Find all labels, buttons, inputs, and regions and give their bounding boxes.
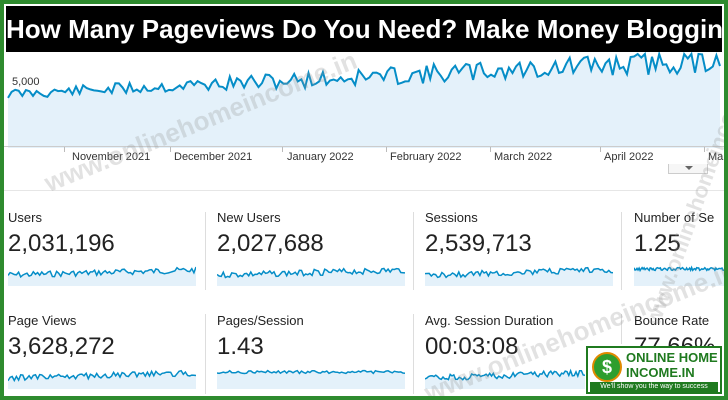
- sparkline-area: [8, 370, 196, 389]
- site-logo: $ ONLINE HOME INCOME.IN We'll show you t…: [586, 346, 722, 394]
- x-axis-label-mar: March 2022: [494, 151, 553, 163]
- sparkline-area: [425, 267, 613, 286]
- sparkline-line: [217, 369, 405, 375]
- metric-value: 1.25: [634, 230, 681, 257]
- column-separator: [205, 212, 206, 290]
- sparkline: [217, 267, 405, 286]
- column-separator: [621, 314, 622, 344]
- metric-value: 1.43: [217, 333, 264, 360]
- chevron-down-icon: [685, 166, 693, 170]
- sparkline-line: [425, 368, 585, 381]
- chart-area-fill: [8, 54, 720, 148]
- sparkline: [217, 369, 405, 389]
- sparkline-line: [8, 369, 196, 383]
- metric-label: Users: [8, 210, 42, 225]
- metric-avg-session-duration[interactable]: Avg. Session Duration 00:03:08: [421, 313, 621, 400]
- metric-label: Sessions: [425, 210, 478, 225]
- sparkline: [425, 368, 585, 389]
- section-divider: [4, 190, 724, 191]
- metric-label: Page Views: [8, 313, 77, 328]
- dollar-coin-icon: $: [592, 352, 622, 382]
- x-axis-label-feb: February 2022: [390, 151, 462, 163]
- metric-value: 3,628,272: [8, 333, 115, 360]
- x-axis: November 2021 December 2021 January 2022…: [4, 146, 724, 168]
- sparkline: [425, 266, 613, 286]
- logo-line-2: INCOME.IN: [626, 365, 695, 380]
- column-separator: [205, 314, 206, 394]
- x-axis-label-may: Ma: [708, 151, 724, 163]
- metric-value: 2,031,196: [8, 230, 115, 257]
- sparkline: [8, 369, 196, 389]
- metric-label: Avg. Session Duration: [425, 313, 554, 328]
- metric-value: 2,539,713: [425, 230, 532, 257]
- x-axis-label-dec: December 2021: [174, 151, 253, 163]
- x-axis-tick: [386, 147, 387, 152]
- x-axis-tick: [64, 147, 65, 152]
- x-axis-tick: [282, 147, 283, 152]
- metric-page-views[interactable]: Page Views 3,628,272: [4, 313, 204, 400]
- chart-dropdown-toggle[interactable]: [668, 164, 708, 174]
- metric-label: New Users: [217, 210, 281, 225]
- metric-label: Pages/Session: [217, 313, 304, 328]
- metric-value: 2,027,688: [217, 230, 324, 257]
- x-axis-tick: [490, 147, 491, 152]
- line-chart-svg: [7, 50, 721, 148]
- sparkline-area: [8, 267, 196, 286]
- metric-users[interactable]: Users 2,031,196: [4, 210, 204, 298]
- sessions-line-chart: 5,000: [4, 50, 724, 148]
- sparkline-area: [634, 267, 724, 286]
- metric-number-of-sessions[interactable]: Number of Se 1.25: [630, 210, 724, 298]
- page-title: How Many Pageviews Do You Need? Make Mon…: [6, 6, 722, 52]
- column-separator: [413, 314, 414, 394]
- sparkline-line: [8, 266, 196, 279]
- sparkline: [634, 265, 724, 286]
- x-axis-label-apr: April 2022: [604, 151, 654, 163]
- column-separator: [621, 212, 622, 290]
- sparkline-line: [425, 266, 613, 279]
- metric-value: 00:03:08: [425, 333, 519, 360]
- metric-new-users[interactable]: New Users 2,027,688: [213, 210, 413, 298]
- x-axis-label-nov: November 2021: [72, 151, 151, 163]
- logo-tagline: We'll show you the way to success: [590, 382, 718, 392]
- metric-sessions[interactable]: Sessions 2,539,713: [421, 210, 621, 298]
- sparkline-area: [217, 370, 405, 389]
- x-axis-label-jan: January 2022: [287, 151, 354, 163]
- metric-pages-per-session[interactable]: Pages/Session 1.43: [213, 313, 413, 400]
- sparkline-line: [634, 265, 724, 273]
- sparkline-line: [217, 267, 405, 279]
- x-axis-tick: [170, 147, 171, 152]
- sparkline-area: [217, 268, 405, 286]
- logo-line-1: ONLINE HOME: [626, 350, 718, 365]
- metric-label: Number of Se: [634, 210, 715, 225]
- column-separator: [413, 212, 414, 290]
- x-axis-tick: [704, 147, 705, 152]
- metric-label: Bounce Rate: [634, 313, 710, 328]
- y-axis-tick-label: 5,000: [12, 76, 40, 88]
- sparkline: [8, 266, 196, 286]
- x-axis-tick: [600, 147, 601, 152]
- chart-series-line: [7, 50, 721, 99]
